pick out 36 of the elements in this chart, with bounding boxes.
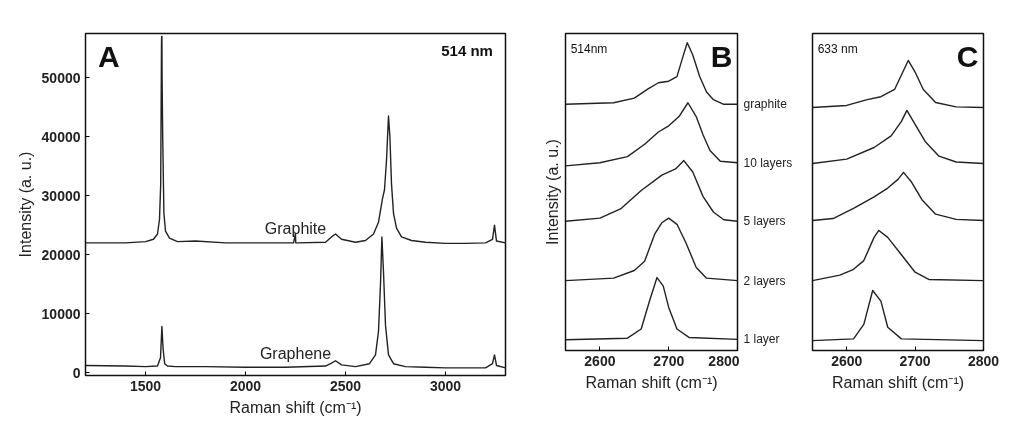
line-series xyxy=(85,236,506,369)
annotation: A xyxy=(98,39,120,73)
series-label: 5 layers xyxy=(743,214,786,229)
annotation: B xyxy=(710,39,733,73)
annotation: 514 nm xyxy=(441,41,493,59)
y-tick-label: 0 xyxy=(72,364,81,381)
line-series xyxy=(85,35,506,245)
y-tick-label: 20000 xyxy=(41,246,81,263)
y-axis-title: Intensity (a. u.) xyxy=(16,151,34,258)
series-label: 10 layers xyxy=(743,155,793,170)
text: 633 nm xyxy=(817,41,858,56)
x-tick-label: 2800 xyxy=(708,352,740,369)
series-label: 1 layer xyxy=(743,332,780,347)
x-tick-label: 2700 xyxy=(653,352,685,369)
x-tick-label: 2700 xyxy=(899,352,931,369)
x-tick-label: 1500 xyxy=(129,377,162,394)
series-label: Graphite xyxy=(264,220,327,238)
annotation: C xyxy=(956,39,979,73)
y-tick-label: 30000 xyxy=(41,187,81,204)
y-tick-label: 40000 xyxy=(41,128,81,145)
annotation: 514nm xyxy=(570,41,608,56)
y-axis-title: Intensity (a. u.) xyxy=(543,139,561,245)
x-tick-label: 2500 xyxy=(329,377,362,394)
series-label: Graphene xyxy=(259,344,332,362)
x-tick-label: 2600 xyxy=(831,352,863,369)
x-axis-title: Raman shift (cm⁻¹) xyxy=(585,373,718,391)
x-tick-label: 3000 xyxy=(429,377,462,394)
x-axis-title: Raman shift (cm⁻¹) xyxy=(229,398,362,416)
series-label: 2 layers xyxy=(743,273,786,288)
x-tick-label: 2000 xyxy=(229,377,262,394)
x-tick-label: 2800 xyxy=(967,352,1000,369)
series-label: graphite xyxy=(743,97,788,112)
x-axis-title: Raman shift (cm⁻¹) xyxy=(831,373,965,391)
x-tick-label: 2600 xyxy=(584,352,616,369)
y-tick-label: 10000 xyxy=(41,305,81,322)
y-tick-label: 50000 xyxy=(41,69,81,86)
